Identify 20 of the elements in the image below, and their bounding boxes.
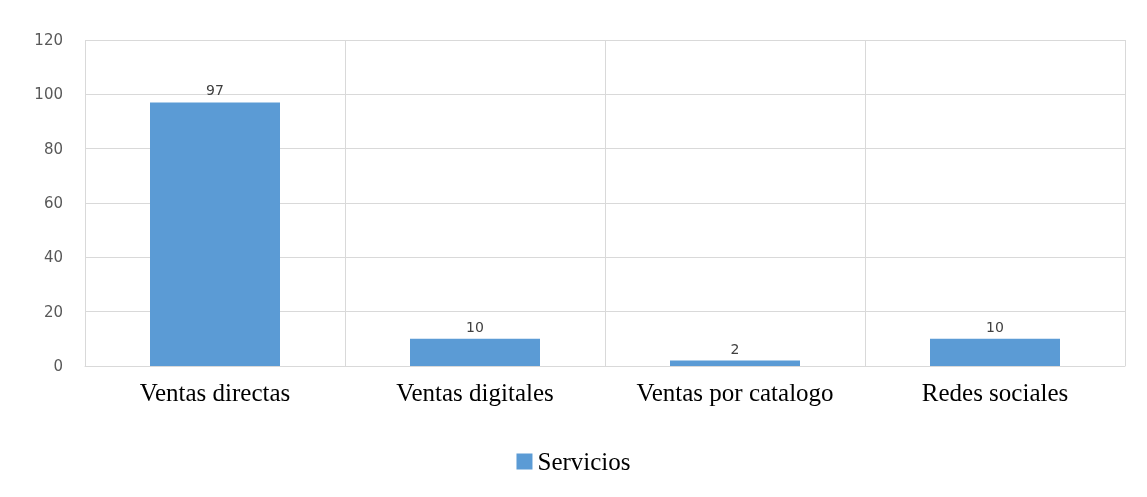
y-tick-label: 80 bbox=[43, 139, 63, 158]
y-tick-label: 20 bbox=[43, 302, 63, 321]
bar bbox=[930, 338, 1060, 366]
x-tick-label: Redes sociales bbox=[921, 379, 1069, 406]
bar bbox=[150, 102, 280, 366]
y-tick-label: 120 bbox=[34, 31, 63, 49]
x-tick-label: Ventas directas bbox=[139, 379, 291, 406]
data-label: 10 bbox=[466, 318, 484, 335]
bar bbox=[410, 338, 540, 366]
bar bbox=[670, 360, 800, 366]
y-tick-label: 60 bbox=[43, 194, 63, 212]
data-label: 97 bbox=[206, 82, 224, 99]
y-tick-label: 0 bbox=[53, 357, 63, 375]
data-label: 2 bbox=[730, 340, 740, 357]
x-tick-label: Ventas digitales bbox=[396, 379, 554, 406]
data-label: 10 bbox=[986, 318, 1004, 335]
y-tick-label: 40 bbox=[43, 248, 63, 267]
y-tick-label: 100 bbox=[34, 85, 63, 104]
x-tick-label: Ventas por catalogo bbox=[636, 379, 834, 406]
legend-label: Servicios bbox=[537, 448, 631, 475]
